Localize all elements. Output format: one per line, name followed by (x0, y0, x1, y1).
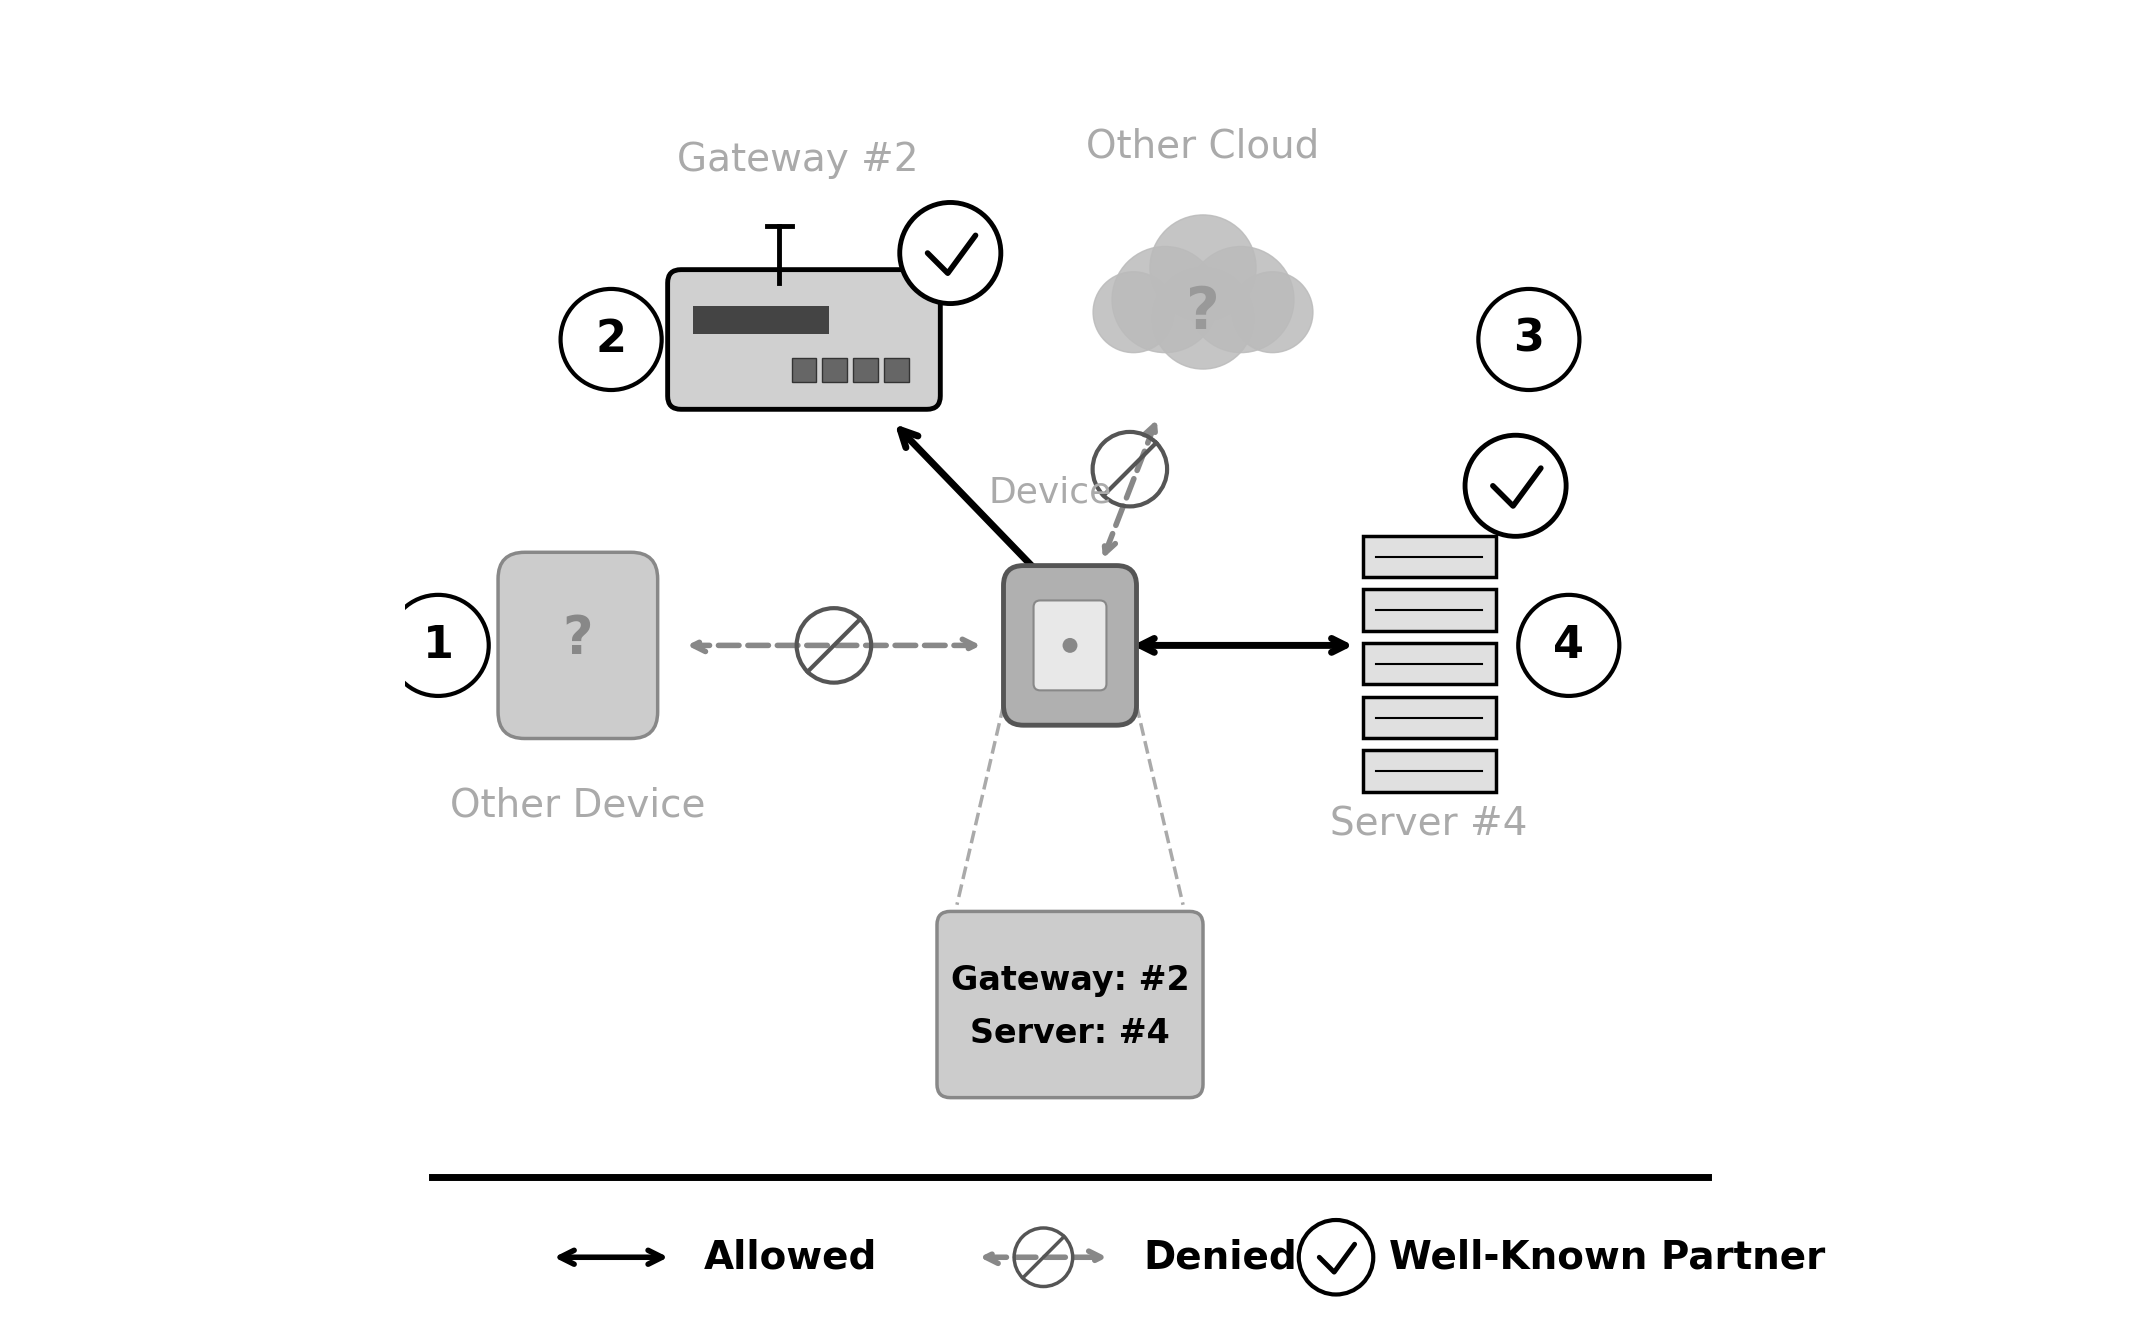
Text: Allowed: Allowed (704, 1238, 877, 1277)
Text: Denied: Denied (1143, 1238, 1297, 1277)
Bar (1363, 536, 1496, 577)
Text: Server #4: Server #4 (1331, 806, 1528, 844)
Bar (792, 358, 815, 383)
Circle shape (1153, 267, 1254, 370)
Text: 3: 3 (1513, 319, 1545, 362)
Circle shape (1113, 246, 1218, 352)
FancyBboxPatch shape (499, 552, 657, 738)
Text: 4: 4 (1554, 624, 1584, 667)
FancyBboxPatch shape (1034, 601, 1106, 691)
Circle shape (1466, 435, 1566, 536)
Bar (1363, 696, 1496, 738)
Circle shape (1149, 215, 1256, 321)
Text: Device: Device (989, 476, 1111, 509)
Text: Other Cloud: Other Cloud (1087, 128, 1320, 165)
Bar (1363, 750, 1496, 792)
Bar (822, 358, 847, 383)
Circle shape (1299, 1220, 1374, 1294)
Bar (1363, 642, 1496, 684)
Text: 2: 2 (595, 319, 627, 362)
Text: Gateway #2: Gateway #2 (676, 141, 918, 179)
Text: Gateway: #2: Gateway: #2 (950, 964, 1190, 997)
Circle shape (1064, 638, 1076, 653)
Circle shape (1233, 271, 1314, 352)
Text: Other Device: Other Device (449, 786, 706, 824)
FancyBboxPatch shape (937, 911, 1203, 1098)
Bar (854, 358, 877, 383)
Text: 1: 1 (424, 624, 454, 667)
Bar (884, 358, 910, 383)
Text: ?: ? (563, 613, 593, 665)
Bar (1363, 589, 1496, 630)
Text: Well-Known Partner: Well-Known Partner (1389, 1238, 1825, 1277)
Circle shape (1094, 271, 1175, 352)
Bar (693, 305, 828, 333)
FancyBboxPatch shape (668, 270, 939, 410)
Circle shape (899, 203, 1002, 304)
Circle shape (1188, 246, 1295, 352)
Text: ?: ? (1186, 285, 1220, 341)
Text: Server: #4: Server: #4 (969, 1017, 1171, 1050)
FancyBboxPatch shape (1004, 566, 1136, 726)
